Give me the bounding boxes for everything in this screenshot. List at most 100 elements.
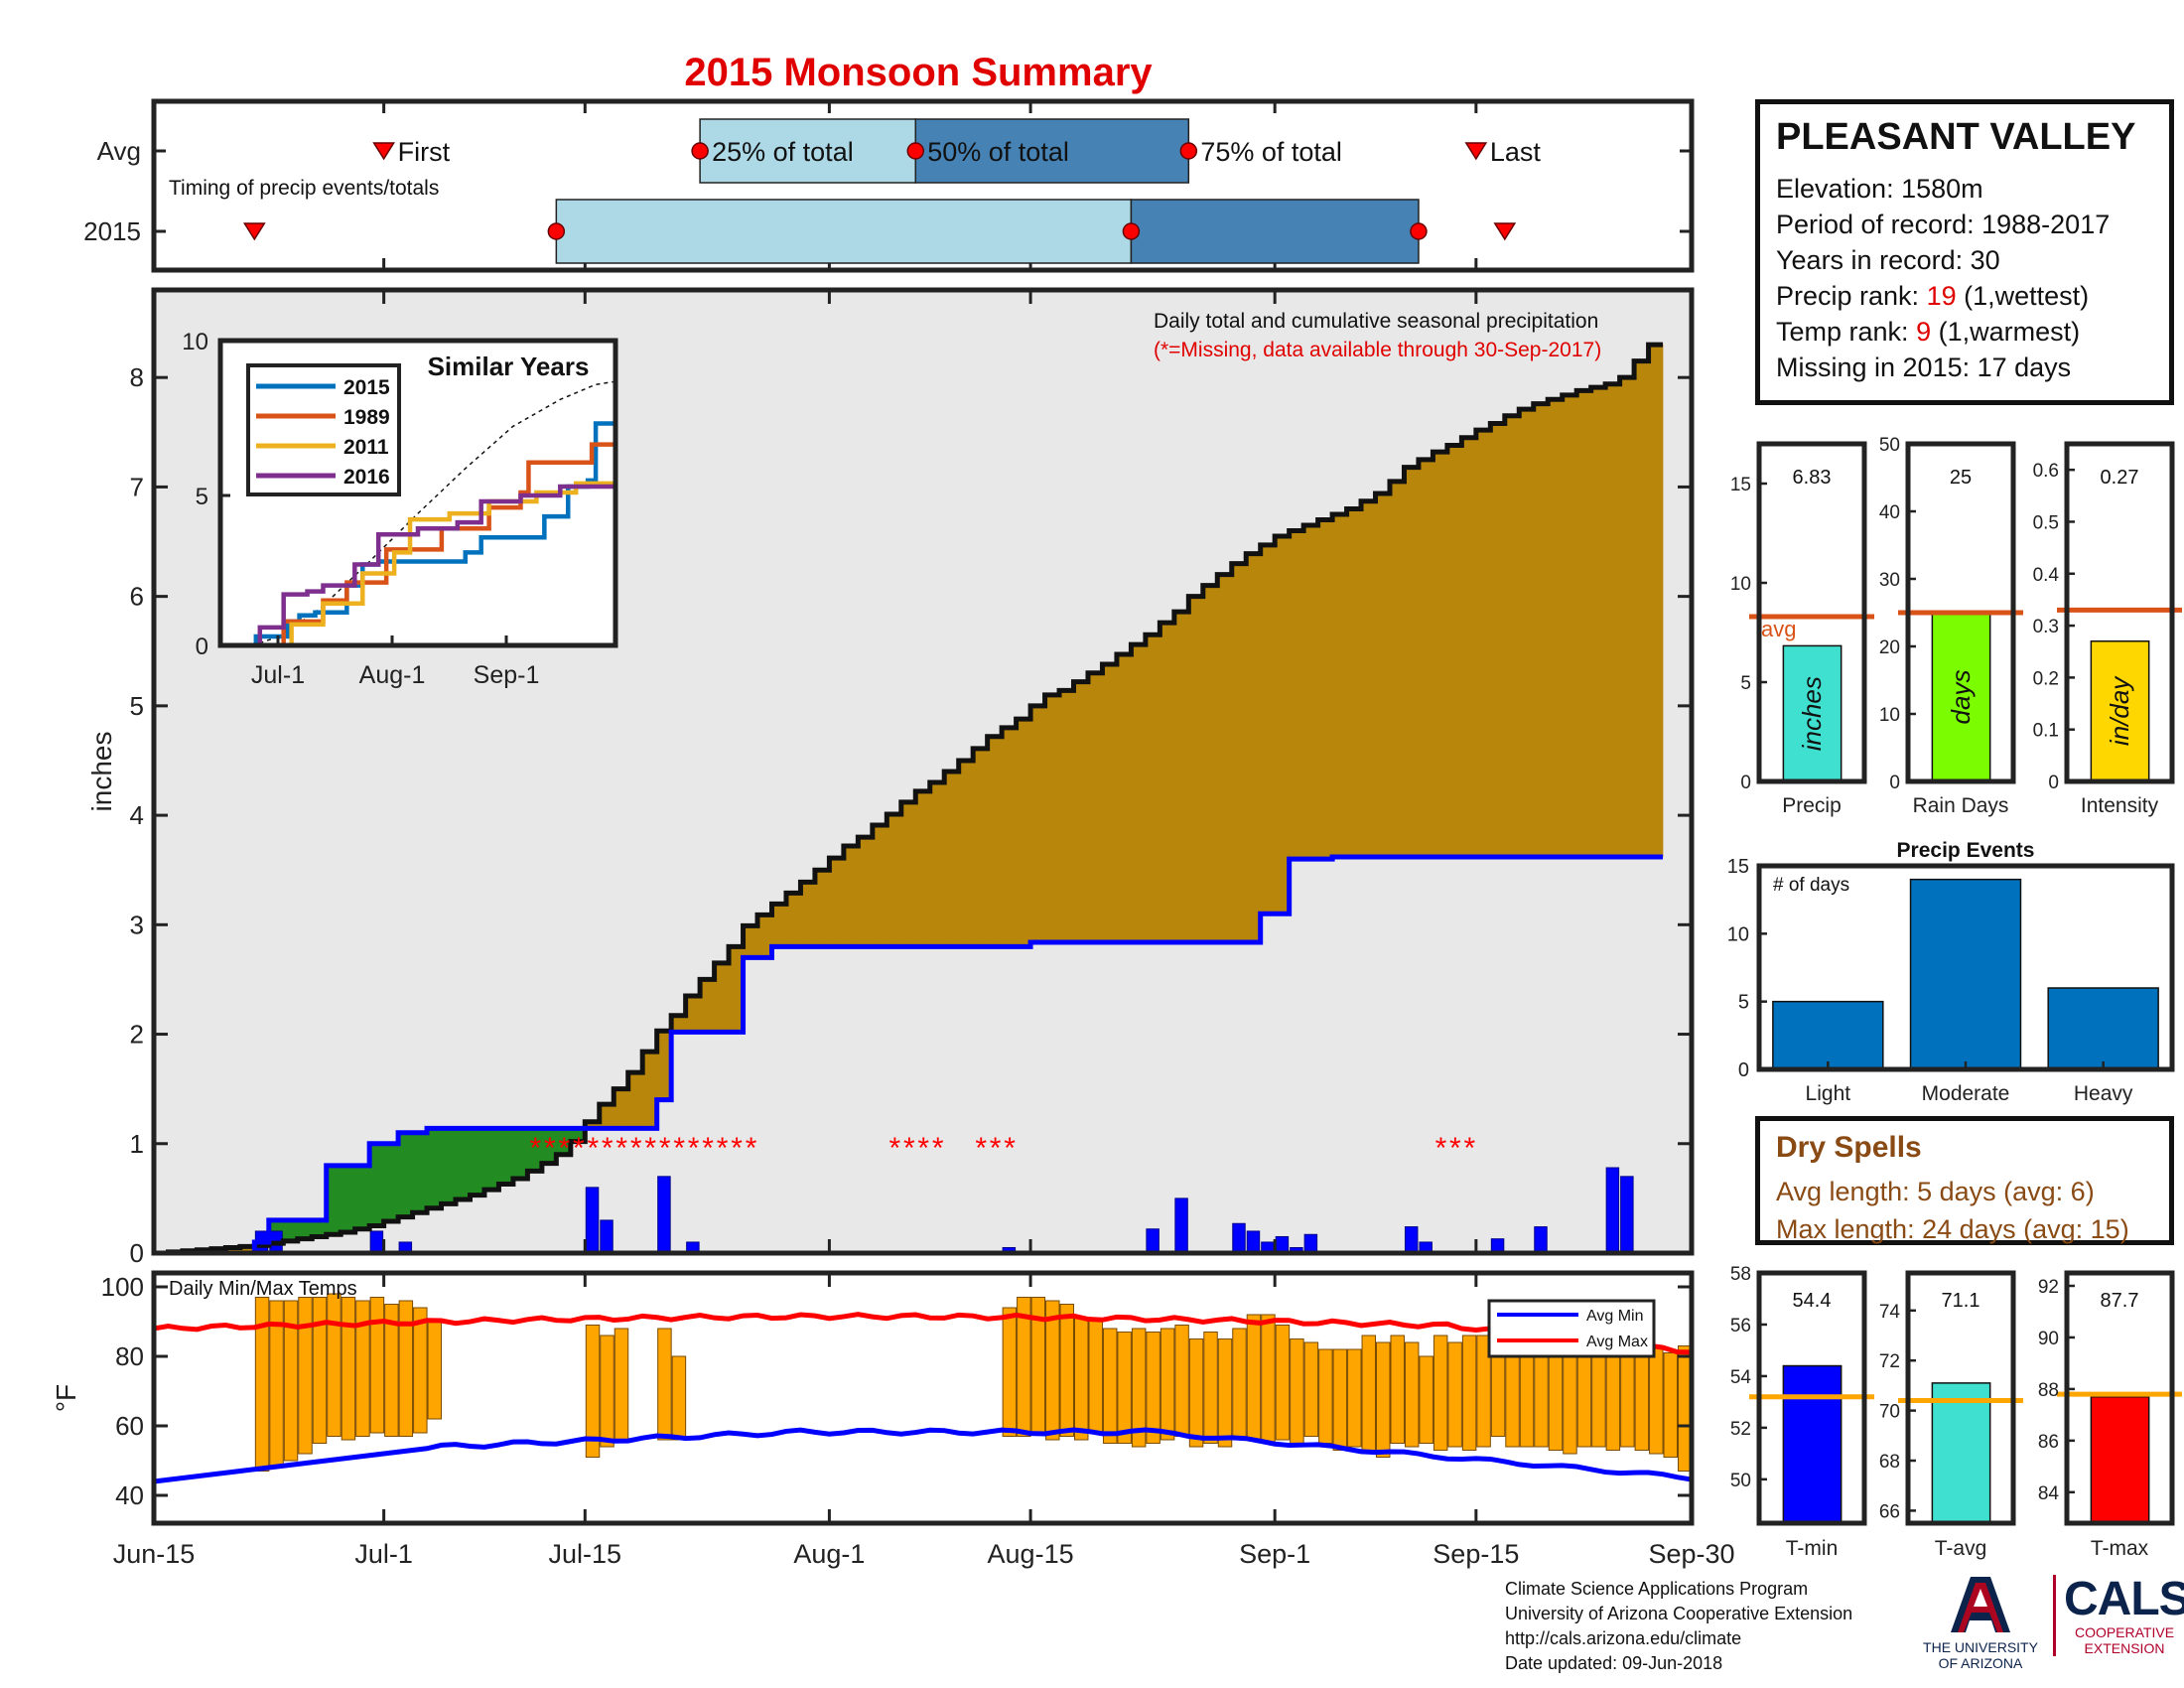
total-y-tick-label: 0.6 xyxy=(2033,461,2059,482)
total-value-2: 0.27 xyxy=(2101,467,2139,489)
daily-temp-bar xyxy=(312,1297,328,1444)
cumulative-frame xyxy=(151,287,1695,1256)
missing-day-marker: * xyxy=(573,1132,585,1165)
footer-line-2: University of Arizona Cooperative Extens… xyxy=(1505,1604,1853,1623)
x-tick-label: Aug-15 xyxy=(988,1539,1074,1569)
y-tick-label: 0 xyxy=(130,1238,144,1268)
total-frame-2 xyxy=(2064,441,2175,784)
temp-sum-y-tick-label: 56 xyxy=(1730,1316,1751,1336)
temp-sum-frame-0 xyxy=(1756,1270,1867,1526)
daily-temp-bar xyxy=(614,1328,629,1441)
total-y-tick-label: 15 xyxy=(1730,475,1751,495)
x-tick-label: Jul-15 xyxy=(549,1539,622,1569)
first-event-marker xyxy=(242,222,266,241)
inset-x-tick-label: Sep-1 xyxy=(474,661,540,689)
daily-temp-bar xyxy=(355,1300,370,1437)
daily-temp-bar xyxy=(1290,1338,1304,1444)
daily-temp-bar xyxy=(1620,1345,1635,1448)
daily-precip-bar xyxy=(657,1176,671,1254)
temp-rank-note: (1,warmest) xyxy=(1931,317,2081,347)
total-y-tick-label: 30 xyxy=(1879,570,1900,591)
precip-rank-label: Precip rank: xyxy=(1776,281,1927,311)
event-y-tick-label: 5 xyxy=(1738,992,1749,1014)
total-y-tick-label: 20 xyxy=(1879,637,1900,658)
label-75: 75% of total xyxy=(1200,137,1342,167)
missing-day-marker: * xyxy=(903,1132,915,1165)
daily-temp-bar xyxy=(1074,1318,1089,1441)
legend-label-avg-min: Avg Min xyxy=(1586,1308,1644,1325)
daily-temp-bar xyxy=(1376,1341,1391,1458)
cumulative-title: Daily total and cumulative seasonal prec… xyxy=(1154,310,1598,333)
missing-day-marker: * xyxy=(717,1132,729,1165)
daily-temp-bar xyxy=(427,1321,443,1420)
temp-sum-y-tick-label: 88 xyxy=(2038,1380,2059,1401)
p25-marker xyxy=(547,222,566,240)
temp-rank-label: Temp rank: xyxy=(1776,317,1917,347)
daily-temp-bar xyxy=(671,1355,687,1441)
event-y-tick-label: 0 xyxy=(1738,1059,1749,1081)
similar-year-line-2016 xyxy=(220,480,618,648)
timing-panel: Avg 2015 First Last 25% of total 50% of total… xyxy=(83,98,1695,273)
event-bar-moderate xyxy=(1909,878,2022,1070)
x-tick-label: Jul-1 xyxy=(354,1539,413,1569)
total-y-tick-label: 40 xyxy=(1879,502,1900,523)
daily-temp-bar xyxy=(1404,1341,1420,1448)
timing-box-50-75 xyxy=(1130,199,1420,264)
total-x-label-0: Precip xyxy=(1782,794,1842,817)
label-last: Last xyxy=(1490,137,1542,167)
daily-temp-bar xyxy=(1649,1345,1664,1455)
daily-temp-bar xyxy=(1548,1345,1564,1451)
temp-sum-frame-1 xyxy=(1905,1270,2016,1526)
total-x-label-2: Intensity xyxy=(2081,794,2159,817)
daily-temp-bar xyxy=(327,1293,341,1437)
total-frame-1 xyxy=(1905,441,2016,784)
inset-x-tick-label: Aug-1 xyxy=(359,661,426,689)
dry-spells-title: Dry Spells xyxy=(1776,1131,1922,1164)
daily-precip-bar xyxy=(600,1219,614,1254)
inset-title: Similar Years xyxy=(428,352,590,381)
missing-day-marker: * xyxy=(917,1132,929,1165)
total-y-tick-label: 0 xyxy=(2048,773,2059,793)
temp-y-axis-label: °F xyxy=(51,1384,81,1412)
total-y-tick-label: 0.4 xyxy=(2033,565,2060,586)
temp-rank-value: 9 xyxy=(1916,317,1932,347)
y-tick-label: 3 xyxy=(130,910,144,939)
y-tick-label: 2 xyxy=(130,1020,144,1050)
y-tick-label: 7 xyxy=(130,472,144,501)
daily-temp-bar xyxy=(1433,1335,1448,1451)
daily-temp-bar xyxy=(1591,1348,1606,1448)
temp-sum-y-tick-label: 72 xyxy=(1879,1351,1900,1372)
missing-day-marker: * xyxy=(990,1132,1002,1165)
daily-precip-bar xyxy=(1246,1230,1261,1254)
ua-logo-line-1: THE UNIVERSITY xyxy=(1923,1639,2038,1655)
footer-url[interactable]: http://cals.arizona.edu/climate xyxy=(1505,1628,1742,1648)
last-event-marker xyxy=(1464,142,1488,161)
daily-precip-bar xyxy=(1232,1222,1246,1254)
event-bar-light xyxy=(1772,1000,1884,1070)
total-y-tick-label: 10 xyxy=(1730,574,1751,595)
legend-label-1989: 1989 xyxy=(343,406,390,429)
temp-sum-y-tick-label: 92 xyxy=(2038,1277,2059,1298)
x-tick-label: Sep-15 xyxy=(1433,1539,1519,1569)
daily-temp-bar xyxy=(1203,1332,1218,1444)
total-bar-1 xyxy=(1931,612,1991,782)
events-frame xyxy=(1756,863,2175,1072)
timing-row-avg: Avg xyxy=(97,136,141,166)
inset-y-tick-label: 10 xyxy=(182,329,208,355)
temp-sum-value-2: 87.7 xyxy=(2101,1290,2139,1312)
total-value-0: 6.83 xyxy=(1793,467,1832,489)
inset-x-tick-label: Jul-1 xyxy=(251,661,305,689)
temp-sum-y-tick-label: 68 xyxy=(1879,1452,1900,1473)
temp-y-tick-label: 80 xyxy=(115,1341,144,1371)
temp-sum-bar-1 xyxy=(1931,1382,1991,1524)
footer-credits: Climate Science Applications Program Uni… xyxy=(1505,1577,1852,1676)
events-title: Precip Events xyxy=(1897,839,2035,862)
daily-temp-bar xyxy=(1045,1300,1060,1441)
legend-label-avg-max: Avg Max xyxy=(1586,1334,1648,1350)
x-tick-label: Sep-30 xyxy=(1648,1539,1734,1569)
missing-day-marker: * xyxy=(1449,1132,1461,1165)
p25-marker xyxy=(691,142,709,160)
temp-sum-y-tick-label: 90 xyxy=(2038,1329,2059,1349)
temp-sum-y-tick-label: 70 xyxy=(1879,1402,1900,1423)
missing-day-marker: * xyxy=(688,1132,700,1165)
